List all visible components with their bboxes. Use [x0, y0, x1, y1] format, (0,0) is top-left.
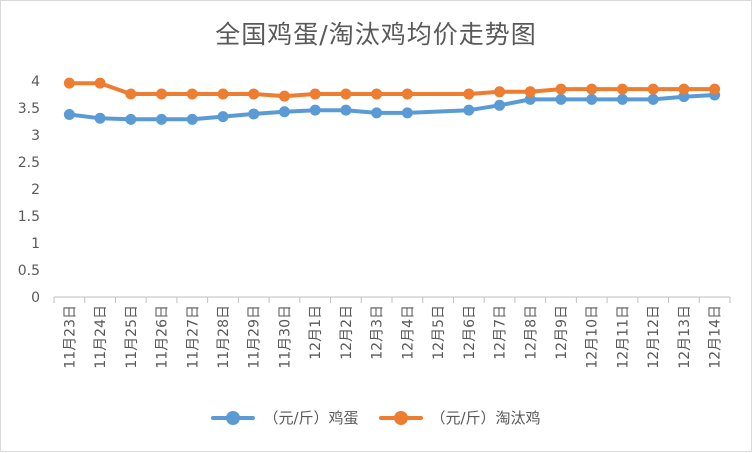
- data-point-1: [340, 88, 352, 100]
- x-tick-label: 12月5日: [431, 305, 447, 360]
- data-point-0: [186, 113, 198, 125]
- x-tick-label: 12月13日: [677, 305, 693, 369]
- data-point-0: [94, 112, 106, 124]
- y-tick-label: 0: [31, 290, 40, 306]
- y-tick-label: 2.5: [18, 155, 40, 171]
- legend-swatch-egg: [211, 410, 256, 425]
- data-point-0: [278, 106, 290, 118]
- data-point-0: [248, 108, 260, 120]
- data-point-1: [555, 83, 567, 95]
- y-tick-label: 1.5: [18, 209, 40, 225]
- data-point-0: [371, 107, 383, 119]
- x-tick-label: 11月27日: [185, 305, 201, 369]
- data-point-0: [125, 113, 137, 125]
- data-point-0: [217, 111, 229, 123]
- data-point-1: [586, 83, 598, 95]
- data-point-1: [278, 90, 290, 102]
- data-point-0: [555, 93, 567, 105]
- legend-swatch-hen: [378, 410, 423, 425]
- data-point-0: [494, 99, 506, 111]
- legend-label-egg: （元/斤）鸡蛋: [263, 409, 359, 427]
- y-tick-label: 1: [31, 236, 40, 252]
- x-tick-label: 12月2日: [339, 305, 355, 360]
- x-tick-label: 11月25日: [124, 305, 140, 369]
- data-point-0: [63, 108, 75, 120]
- x-tick-label: 12月1日: [308, 305, 324, 360]
- data-point-0: [309, 104, 321, 116]
- data-point-1: [217, 88, 229, 100]
- x-tick-label: 12月9日: [554, 305, 570, 360]
- legend: （元/斤）鸡蛋 （元/斤）淘汰鸡: [1, 407, 751, 428]
- data-point-0: [586, 93, 598, 105]
- data-point-1: [125, 88, 137, 100]
- data-point-1: [94, 77, 106, 89]
- data-point-1: [678, 83, 690, 95]
- data-point-1: [616, 83, 628, 95]
- x-tick-label: 12月11日: [615, 305, 631, 369]
- x-tick-label: 12月3日: [370, 305, 386, 360]
- x-tick-label: 11月28日: [216, 305, 232, 369]
- data-point-1: [494, 86, 506, 98]
- data-point-0: [340, 104, 352, 116]
- y-tick-label: 0.5: [18, 263, 40, 279]
- x-tick-label: 12月4日: [400, 305, 416, 360]
- x-tick-label: 12月14日: [708, 305, 724, 369]
- data-point-1: [524, 86, 536, 98]
- chart-title: 全国鸡蛋/淘汰鸡均价走势图: [215, 20, 537, 49]
- x-tick-label: 11月23日: [62, 305, 78, 369]
- x-tick-label: 12月8日: [523, 305, 539, 360]
- legend-item-hen: （元/斤）淘汰鸡: [378, 407, 541, 428]
- x-tick-label: 12月6日: [462, 305, 478, 360]
- data-point-0: [678, 91, 690, 103]
- x-tick-label: 12月10日: [585, 305, 601, 369]
- data-point-1: [709, 83, 721, 95]
- data-point-0: [463, 104, 475, 116]
- y-tick-label: 4: [31, 74, 40, 90]
- data-point-0: [616, 93, 628, 105]
- x-tick-label: 11月26日: [155, 305, 171, 369]
- y-tick-label: 3: [31, 128, 40, 144]
- y-tick-label: 2: [31, 182, 40, 198]
- data-point-0: [647, 93, 659, 105]
- legend-label-hen: （元/斤）淘汰鸡: [430, 409, 541, 427]
- data-point-1: [647, 83, 659, 95]
- data-point-1: [248, 88, 260, 100]
- data-point-1: [463, 88, 475, 100]
- x-tick-label: 11月24日: [93, 305, 109, 369]
- data-point-1: [309, 88, 321, 100]
- x-tick-label: 12月12日: [646, 305, 662, 369]
- data-point-1: [186, 88, 198, 100]
- data-point-0: [156, 113, 168, 125]
- data-point-1: [156, 88, 168, 100]
- legend-item-egg: （元/斤）鸡蛋: [211, 407, 359, 428]
- data-point-0: [401, 107, 413, 119]
- x-tick-label: 11月29日: [247, 305, 263, 369]
- x-tick-label: 12月7日: [493, 305, 509, 360]
- data-point-1: [401, 88, 413, 100]
- data-point-1: [63, 77, 75, 89]
- data-point-0: [524, 93, 536, 105]
- y-tick-label: 3.5: [18, 101, 40, 117]
- data-point-1: [371, 88, 383, 100]
- x-tick-label: 11月30日: [277, 305, 293, 369]
